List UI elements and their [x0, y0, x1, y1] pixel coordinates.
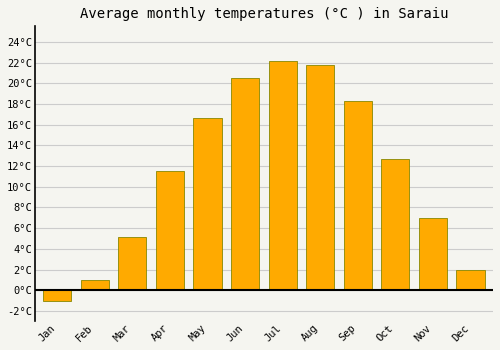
Bar [268, 62, 297, 290]
Bar [344, 101, 372, 290]
Bar [43, 290, 72, 301]
Bar [118, 238, 146, 290]
Bar [306, 65, 334, 290]
Bar [456, 270, 484, 290]
Bar [156, 171, 184, 290]
Bar [382, 159, 409, 290]
Title: Average monthly temperatures (°C ) in Saraiu: Average monthly temperatures (°C ) in Sa… [80, 7, 448, 21]
Bar [231, 78, 259, 290]
Bar [80, 280, 109, 290]
Bar [194, 118, 222, 290]
Bar [419, 218, 447, 290]
